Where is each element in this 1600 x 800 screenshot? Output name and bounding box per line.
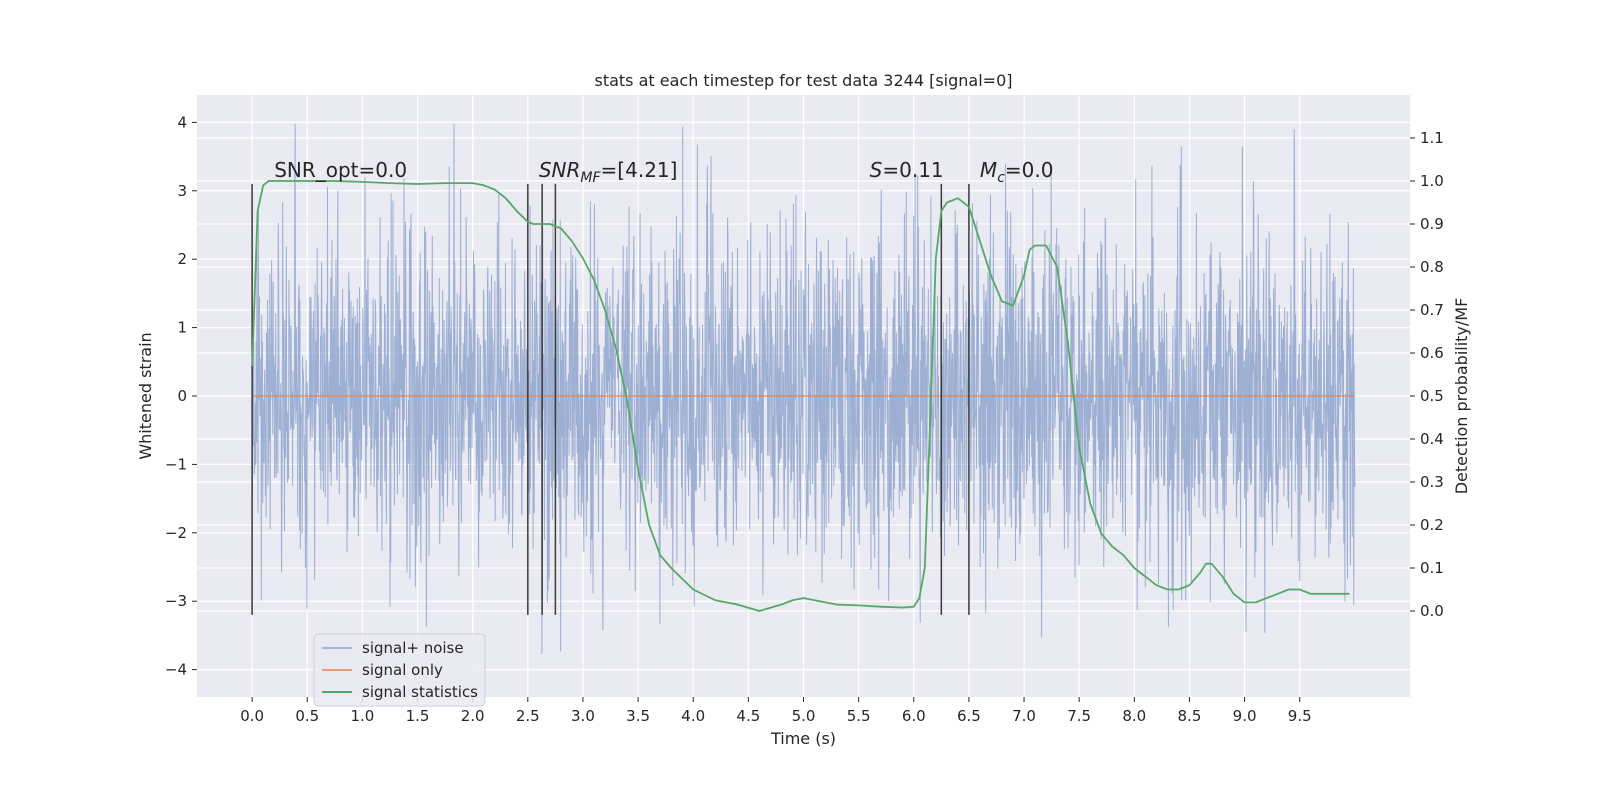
x-tick-label: 1.5 <box>406 707 430 725</box>
x-tick-label: 3.5 <box>626 707 650 725</box>
chart-title: stats at each timestep for test data 324… <box>594 71 1012 90</box>
legend-entry: signal statistics <box>362 683 478 701</box>
y2-tick-label: 0.2 <box>1420 516 1444 534</box>
y-axis-left: 4 3 2 1 0 −1 −2 −3 −4 <box>165 113 197 679</box>
x-tick-label: 6.5 <box>957 707 981 725</box>
x-tick-label: 7.0 <box>1012 707 1036 725</box>
x-tick-label: 4.5 <box>736 707 760 725</box>
x-tick-label: 3.0 <box>571 707 595 725</box>
signal-statistics-series <box>251 180 1350 612</box>
annotation-value: =[4.21] <box>601 158 678 182</box>
x-tick-label: 9.0 <box>1233 707 1257 725</box>
y2-axis-label: Detection probability/MF <box>1452 298 1471 495</box>
annotations: SNR_opt=0.0 SNRMF=[4.21] S=0.11 Mc=0.0 <box>274 158 1053 186</box>
annotation-0: SNR_opt=0.0 <box>274 158 407 182</box>
x-tick-label: 0.0 <box>240 707 264 725</box>
y-tick-label: 1 <box>177 319 187 337</box>
annotation-value: =0.0 <box>1005 158 1054 182</box>
y-tick-label: −2 <box>165 524 187 542</box>
y-tick-label: 0 <box>177 387 187 405</box>
y2-tick-label: 1.0 <box>1420 172 1444 190</box>
annotation-subscript: c <box>997 170 1005 186</box>
y2-tick-label: 0.3 <box>1420 473 1444 491</box>
y-axis-right: 1.1 1.0 0.9 0.8 0.7 0.6 0.5 0.4 0.3 0.2 0.1 0.0 <box>1410 129 1444 620</box>
y2-tick-label: 0.5 <box>1420 387 1444 405</box>
y-tick-label: −1 <box>165 455 187 473</box>
y2-tick-label: 0.0 <box>1420 602 1444 620</box>
y2-tick-label: 0.4 <box>1420 430 1444 448</box>
x-tick-label: 2.0 <box>461 707 485 725</box>
x-tick-label: 5.5 <box>847 707 871 725</box>
marker-lines <box>251 183 970 615</box>
x-tick-label: 0.5 <box>295 707 319 725</box>
x-tick-label: 7.5 <box>1067 707 1091 725</box>
legend: signal+ noise signal only signal statistic… <box>313 633 486 707</box>
annotation-2: S=0.11 <box>870 158 944 182</box>
signal-noise-series <box>251 123 1356 655</box>
y-tick-label: 2 <box>177 250 187 268</box>
annotation-1: SNRMF=[4.21] <box>539 158 678 186</box>
legend-entry: signal+ noise <box>362 639 464 657</box>
y2-tick-label: 0.8 <box>1420 258 1444 276</box>
legend-entry: signal only <box>362 661 443 679</box>
annotation-symbol: M <box>980 158 997 182</box>
x-tick-label: 1.0 <box>350 707 374 725</box>
annotation-3: Mc=0.0 <box>980 158 1054 186</box>
x-tick-label: 9.5 <box>1288 707 1312 725</box>
annotation-symbol: SNR <box>539 158 581 182</box>
annotation-symbol: S <box>870 158 883 182</box>
y2-tick-label: 0.9 <box>1420 215 1444 233</box>
y2-tick-label: 0.6 <box>1420 344 1444 362</box>
x-tick-label: 2.5 <box>516 707 540 725</box>
x-axis: 0.0 0.5 1.0 1.5 2.0 2.5 3.0 3.5 4.0 4.5 5.0 5.5 6.0 6… <box>240 697 1312 725</box>
annotation-subscript: MF <box>580 170 601 186</box>
y-tick-label: 3 <box>177 182 187 200</box>
y-tick-label: 4 <box>177 113 187 131</box>
signal-noise-line <box>251 123 1356 655</box>
y2-tick-label: 1.1 <box>1420 129 1444 147</box>
annotation-value: =0.11 <box>882 158 943 182</box>
x-tick-label: 8.5 <box>1178 707 1202 725</box>
y-axis-label: Whitened strain <box>136 332 155 459</box>
y-tick-label: −3 <box>165 592 187 610</box>
legend-box <box>313 633 486 707</box>
x-tick-label: 5.0 <box>792 707 816 725</box>
y2-tick-label: 0.1 <box>1420 559 1444 577</box>
y-tick-label: −4 <box>165 661 187 679</box>
x-tick-label: 4.0 <box>681 707 705 725</box>
x-tick-label: 6.0 <box>902 707 926 725</box>
signal-statistics-line <box>251 180 1350 612</box>
x-axis-label: Time (s) <box>770 729 836 748</box>
annotation-text: SNR_opt=0.0 <box>274 158 407 182</box>
x-tick-label: 8.0 <box>1122 707 1146 725</box>
y2-tick-label: 0.7 <box>1420 301 1444 319</box>
